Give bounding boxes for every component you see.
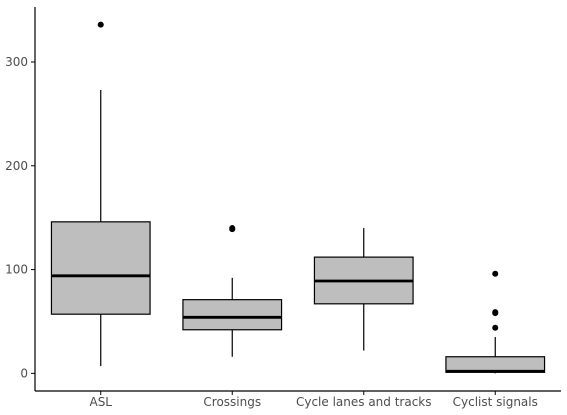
x-tick-label: Cycle lanes and tracks (296, 395, 432, 409)
box-body (182, 299, 283, 331)
plot-area (50, 21, 546, 374)
x-tick-label: ASL (89, 395, 112, 409)
box-4 (445, 270, 546, 374)
x-axis-ticks: ASL Crossings Cycle lanes and tracks Cyclis… (89, 391, 538, 409)
outlier-point (492, 270, 499, 277)
box-2 (182, 225, 283, 357)
box-1 (50, 21, 151, 367)
box-3 (313, 228, 414, 351)
outlier-point (229, 225, 236, 232)
box-body (50, 221, 151, 315)
x-tick-label: Cyclist signals (453, 395, 538, 409)
y-tick-label: 200 (5, 159, 28, 173)
outlier-point (492, 309, 499, 316)
outlier-point (97, 21, 104, 28)
outlier-point (492, 324, 499, 331)
y-tick-label: 300 (5, 55, 28, 69)
y-tick-label: 0 (20, 366, 28, 380)
y-tick-label: 100 (5, 263, 28, 277)
x-tick-label: Crossings (203, 395, 261, 409)
y-axis-ticks: 0 100 200 300 (5, 55, 35, 380)
